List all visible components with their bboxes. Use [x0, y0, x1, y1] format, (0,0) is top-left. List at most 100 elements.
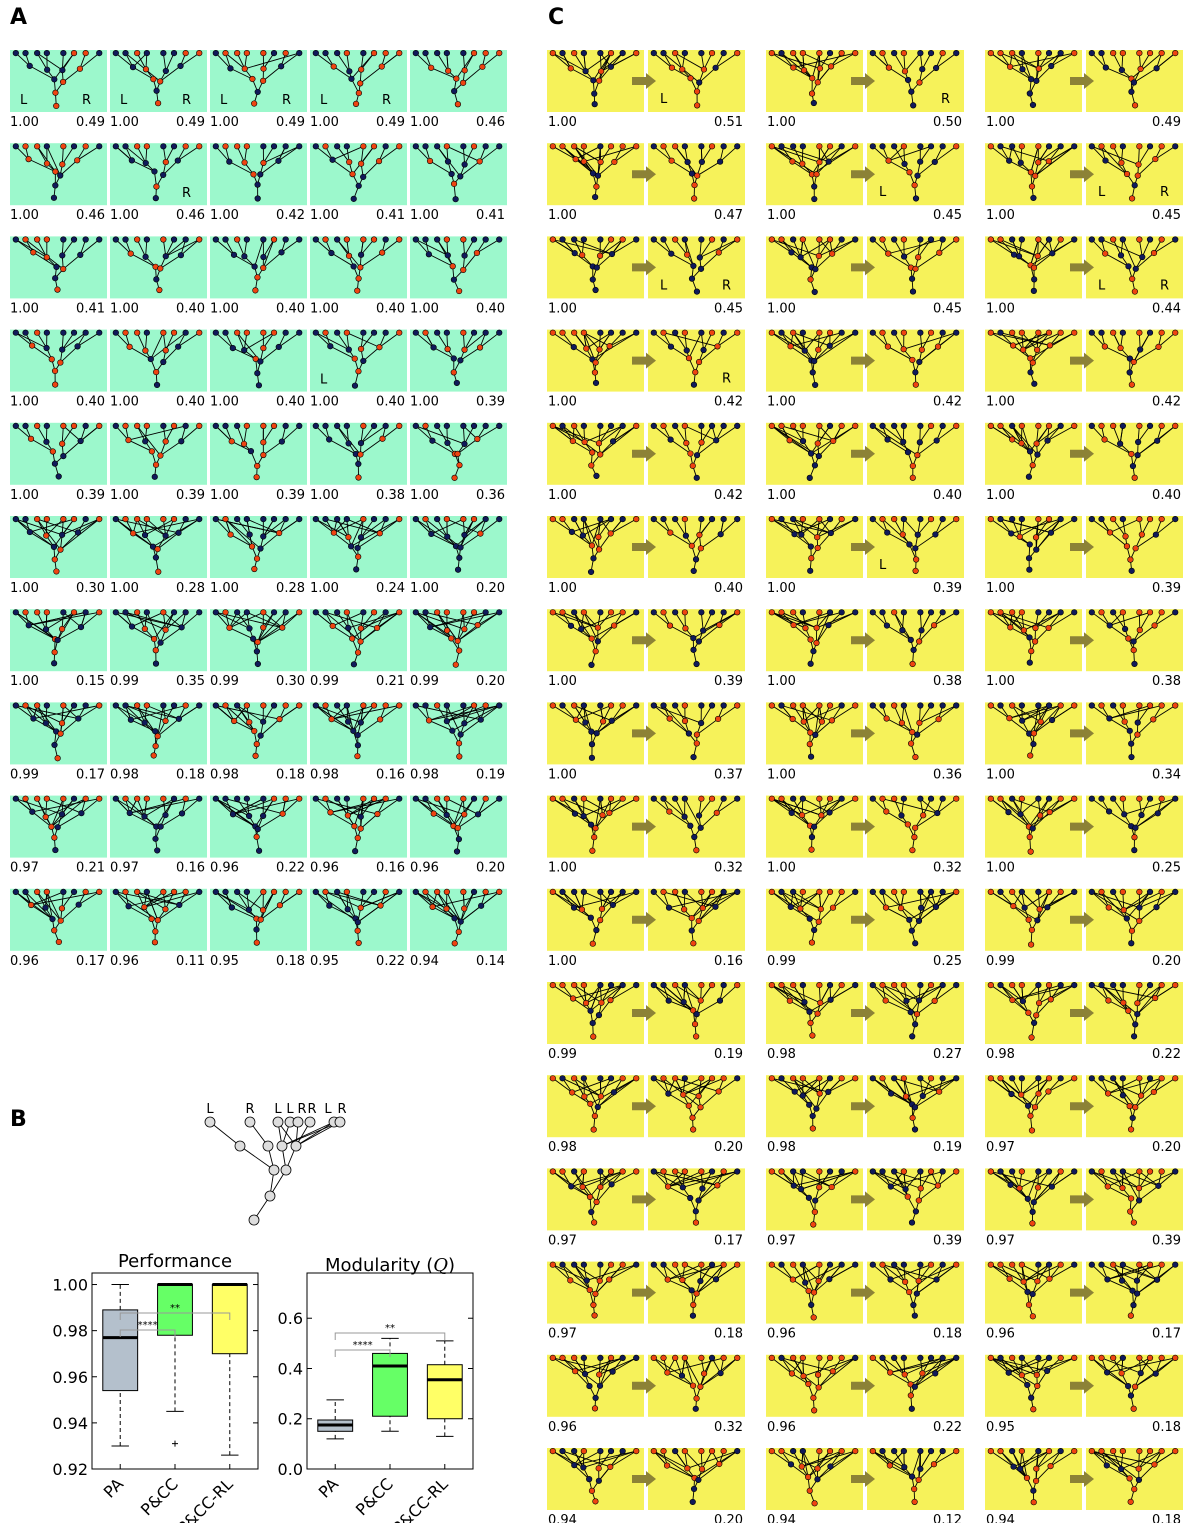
network-node	[1151, 622, 1158, 629]
network-node	[1008, 1090, 1015, 1098]
network-node	[714, 343, 721, 350]
network-node	[1172, 1075, 1179, 1082]
network-node	[588, 821, 595, 828]
network-edge	[1130, 82, 1135, 92]
network-node	[882, 997, 889, 1004]
modularity-value: 0.30	[276, 674, 305, 689]
network-edge	[771, 145, 817, 175]
network-edge	[583, 332, 587, 349]
after-background	[1086, 422, 1183, 485]
network-node	[496, 236, 503, 243]
network-edge	[693, 611, 738, 639]
before-background	[985, 982, 1082, 1044]
network-node	[222, 795, 229, 802]
network-edge	[872, 611, 888, 626]
modularity-value: 0.21	[76, 861, 105, 876]
network-node	[456, 554, 463, 561]
network-edge	[674, 425, 687, 444]
network-edge	[771, 611, 794, 626]
network-node	[1019, 66, 1026, 73]
network-node	[482, 49, 489, 57]
network-node	[911, 182, 918, 189]
network-edge	[691, 265, 694, 279]
network-node	[1018, 888, 1025, 896]
network-node	[869, 888, 876, 896]
network-node	[1158, 981, 1165, 989]
network-node	[443, 811, 450, 819]
network-node	[334, 236, 341, 243]
network-edge	[789, 439, 812, 454]
network-node	[891, 609, 898, 616]
network-edge	[819, 425, 834, 442]
network-node	[917, 236, 924, 243]
network-edge	[792, 518, 818, 538]
network-edge	[1035, 68, 1040, 81]
network-node	[143, 143, 150, 150]
network-edge	[802, 1077, 831, 1097]
network-edge	[872, 52, 890, 68]
panel-a-tile: 1.00 0.40	[310, 236, 407, 316]
network-edge	[663, 891, 716, 908]
network-edge	[1024, 907, 1030, 920]
network-node	[1031, 380, 1038, 387]
network-edge	[818, 907, 834, 923]
network-node	[59, 78, 67, 86]
network-node	[826, 809, 833, 816]
network-edge	[830, 984, 856, 1001]
network-edge	[1011, 52, 1023, 70]
network-node	[917, 143, 924, 150]
network-edge	[592, 332, 637, 360]
network-node	[451, 940, 458, 947]
network-node	[460, 79, 467, 86]
network-edge	[700, 252, 720, 270]
modularity-value: 0.20	[714, 1140, 743, 1155]
network-node	[355, 460, 362, 468]
network-node	[82, 49, 89, 57]
panel-a-tile: 1.00 0.24	[310, 515, 407, 596]
network-node	[334, 422, 341, 430]
network-node	[1026, 659, 1033, 666]
network-edge	[599, 1171, 612, 1188]
network-edge	[573, 146, 599, 176]
network-node	[852, 515, 859, 523]
network-node	[900, 795, 907, 802]
network-node	[582, 68, 589, 75]
network-node	[1009, 996, 1016, 1004]
network-node	[1045, 888, 1053, 896]
network-node	[768, 515, 775, 523]
network-node	[587, 1100, 594, 1107]
network-node	[482, 609, 489, 616]
network-node	[668, 157, 675, 164]
network-node	[812, 381, 819, 389]
network-edge	[830, 984, 843, 1001]
network-node	[25, 622, 32, 629]
network-node	[396, 143, 403, 150]
network-node	[182, 702, 189, 709]
network-node	[1110, 329, 1117, 336]
network-node	[1018, 515, 1025, 523]
network-node	[698, 515, 705, 523]
network-edge	[781, 705, 793, 720]
modularity-value: 0.22	[1152, 1047, 1181, 1062]
network-node	[1088, 609, 1095, 616]
network-node	[768, 981, 775, 989]
network-edge	[921, 332, 932, 350]
network-edge	[916, 1000, 935, 1015]
network-edge	[810, 360, 814, 373]
network-edge	[1134, 827, 1136, 838]
network-edge	[1020, 798, 1023, 815]
network-node	[939, 329, 946, 336]
network-node	[370, 795, 378, 802]
network-edge	[1035, 999, 1052, 1016]
network-node	[838, 702, 845, 709]
network-edge	[800, 239, 804, 258]
network-edge	[552, 705, 577, 721]
network-node	[1126, 1103, 1133, 1110]
network-edge	[696, 161, 721, 177]
network-node	[334, 702, 341, 709]
network-edge	[691, 891, 713, 919]
network-node	[330, 529, 337, 536]
network-node	[178, 624, 185, 631]
network-node	[82, 236, 89, 243]
network-node	[162, 347, 169, 354]
